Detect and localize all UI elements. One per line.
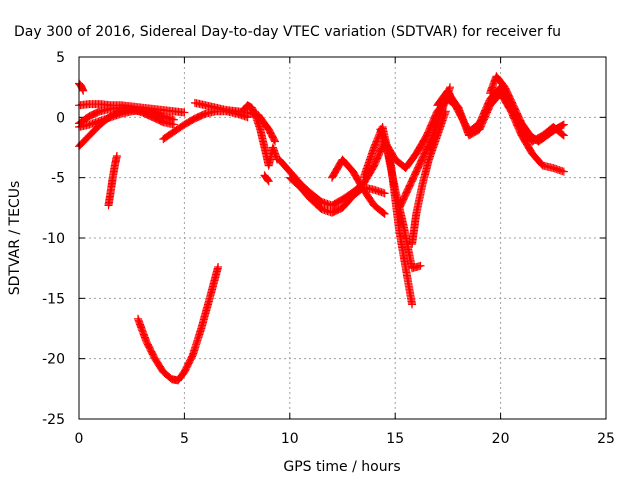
y-tick-label: -5 — [51, 171, 65, 187]
series-arc-q — [395, 83, 455, 212]
series-arc-p — [376, 125, 425, 273]
marker-path-arc-f — [104, 151, 121, 210]
marker-path-arc-h — [159, 107, 252, 144]
x-tick-label: 25 — [597, 431, 615, 447]
marker-path-arc-p — [376, 125, 425, 273]
series-arc-a — [75, 79, 88, 95]
x-tick-label: 5 — [180, 431, 189, 447]
series-arc-k — [260, 171, 273, 186]
grid — [79, 57, 606, 419]
marker-path-arc-u — [486, 72, 568, 146]
x-tick-label: 15 — [386, 431, 404, 447]
y-tick-label: -10 — [42, 231, 65, 247]
marker-path-arc-k — [260, 171, 273, 186]
marker-path-arc-g — [134, 262, 223, 385]
x-tick-labels: 0 5 10 15 20 25 — [75, 431, 615, 447]
y-tick-label: -20 — [42, 352, 65, 368]
x-tick-label: 0 — [75, 431, 84, 447]
chart-title: Day 300 of 2016, Sidereal Day-to-day VTE… — [14, 24, 561, 40]
series-arc-f — [104, 151, 121, 210]
marker-path-arc-r — [408, 107, 450, 248]
marker-path-arc-n — [328, 155, 389, 218]
series-arc-t — [443, 89, 568, 176]
x-axis-label: GPS time / hours — [283, 459, 400, 475]
y-tick-label: -15 — [42, 291, 65, 307]
series-arc-h — [159, 107, 252, 144]
y-tick-labels: -25 -20 -15 -10 -5 0 5 — [42, 50, 65, 428]
series-arc-u — [486, 72, 568, 146]
marker-path-arc-q — [395, 83, 455, 212]
marker-path-arc-j — [239, 101, 282, 170]
x-tick-label: 10 — [281, 431, 299, 447]
series-arc-g — [134, 262, 223, 385]
marker-path-arc-a — [75, 79, 88, 95]
x-tick-label: 20 — [492, 431, 510, 447]
series-arc-n — [328, 155, 389, 218]
y-tick-label: 0 — [56, 110, 65, 126]
marker-path-arc-t — [443, 89, 568, 176]
y-tick-label: -25 — [42, 412, 65, 428]
series-arc-r — [408, 107, 450, 248]
series-arc-j — [239, 101, 282, 170]
y-tick-label: 5 — [56, 50, 65, 66]
plot-frame — [78, 56, 607, 420]
data-layer — [75, 72, 568, 385]
y-axis-label: SDTVAR / TECUs — [7, 181, 23, 296]
